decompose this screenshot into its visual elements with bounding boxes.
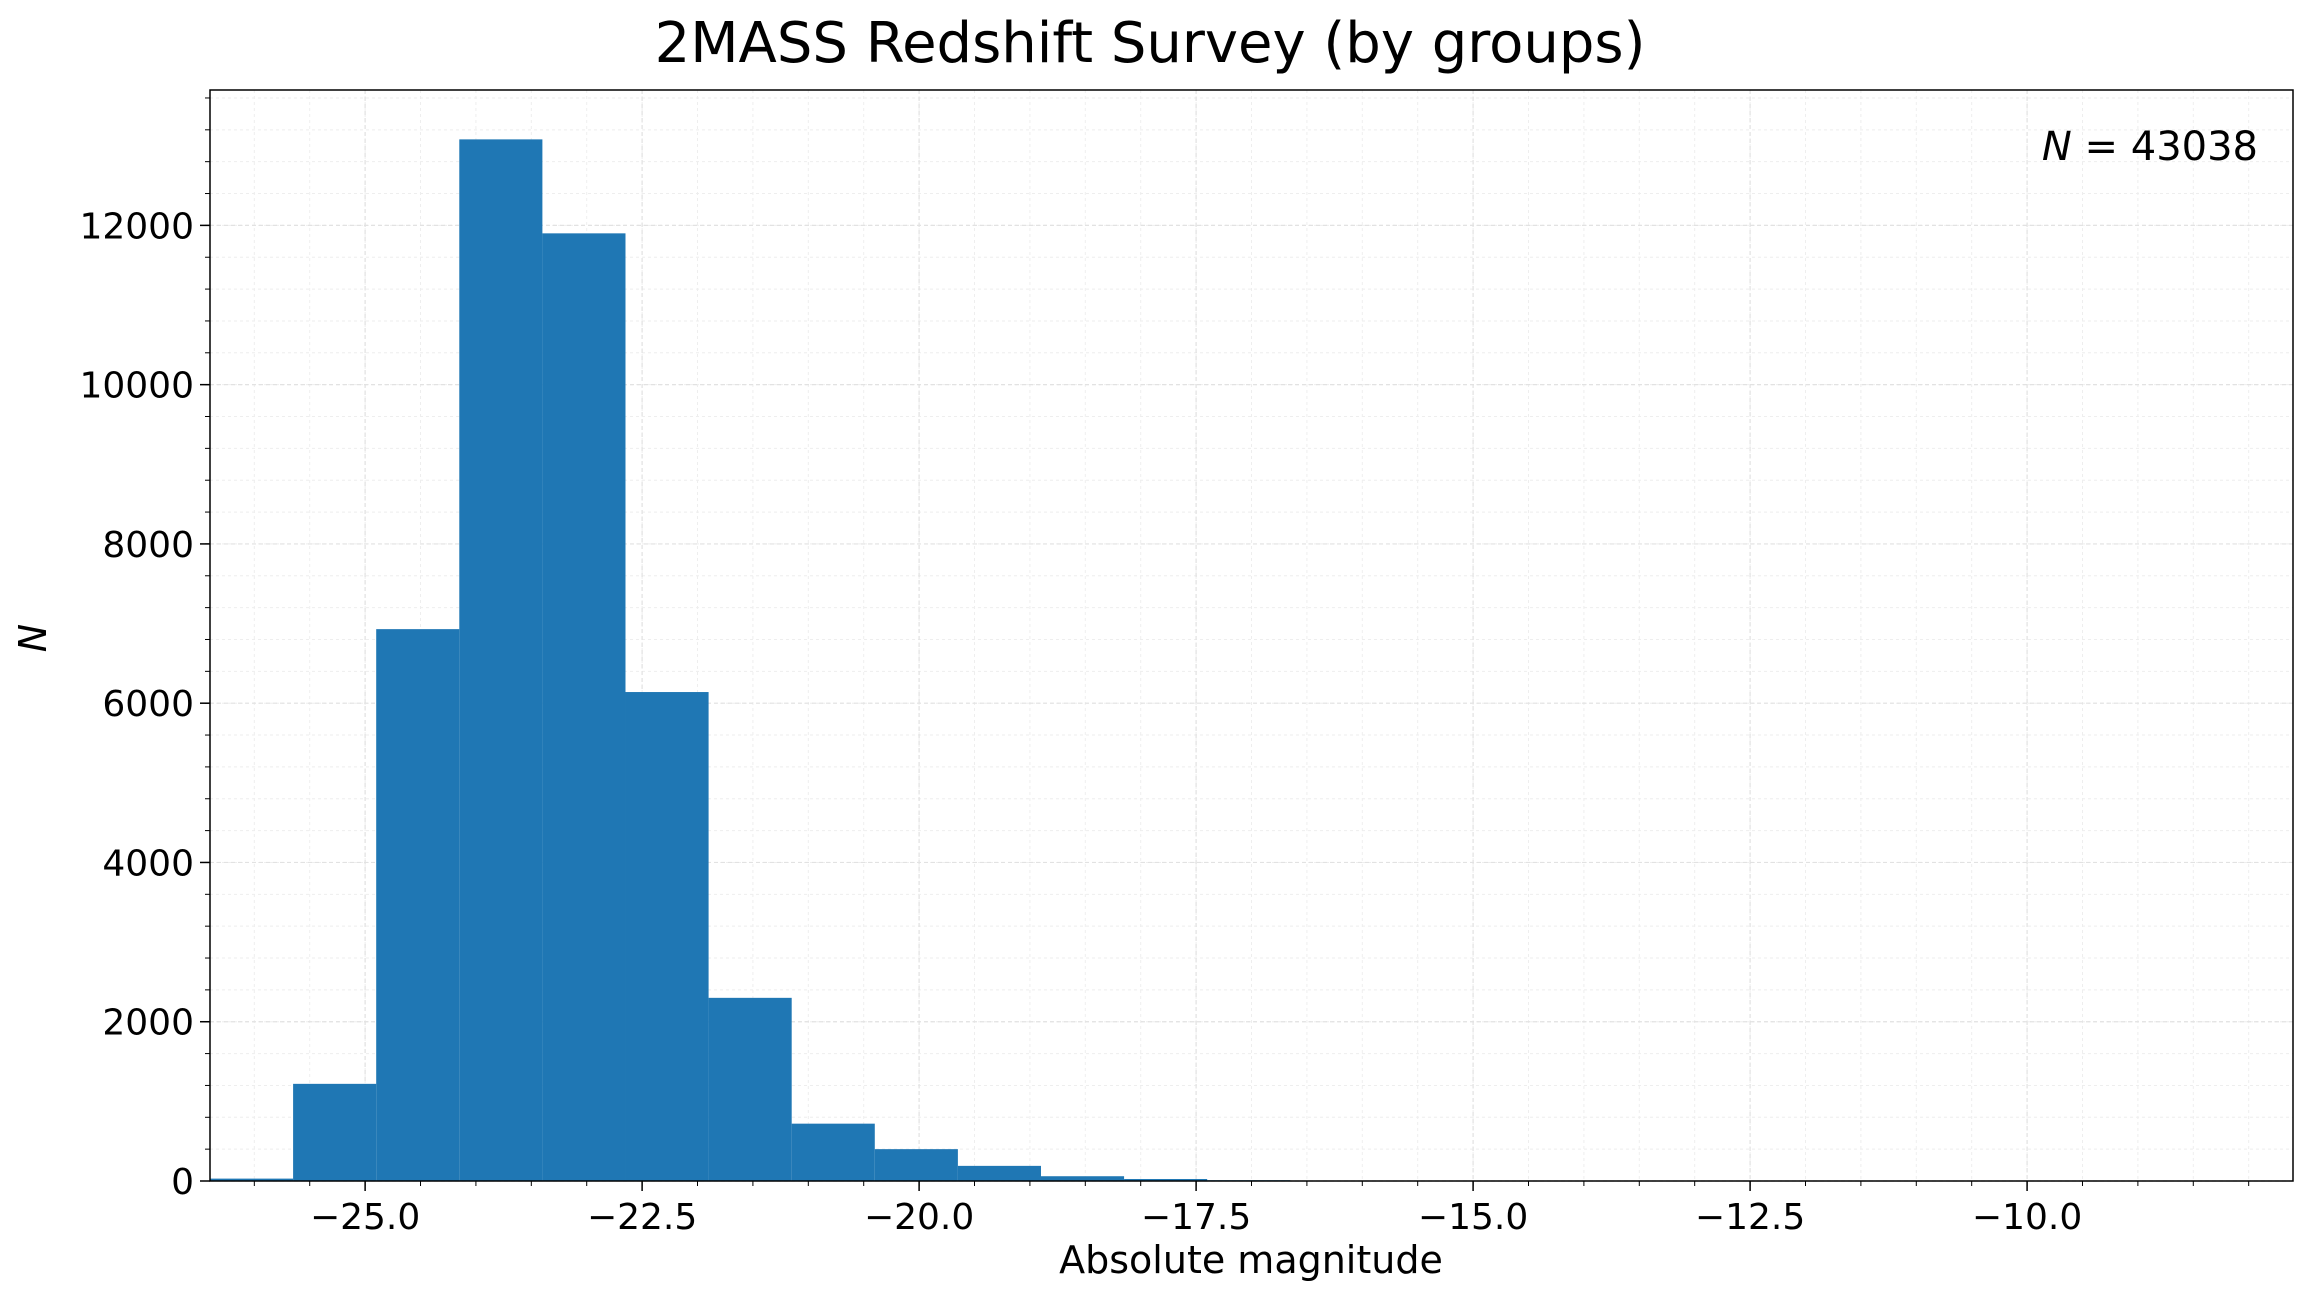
chart-title: 2MASS Redshift Survey (by groups) bbox=[655, 11, 1646, 76]
histogram-bar bbox=[459, 139, 543, 1181]
bars-layer bbox=[210, 139, 1623, 1181]
count-annotation-symbol: N bbox=[2042, 124, 2072, 170]
histogram-bar bbox=[1124, 1179, 1208, 1181]
x-axis-label: Absolute magnitude bbox=[1059, 1238, 1443, 1282]
x-tick-label: −15.0 bbox=[1418, 1197, 1528, 1238]
y-tick-label: 6000 bbox=[102, 684, 194, 725]
histogram-bar bbox=[708, 997, 792, 1181]
histogram-bar bbox=[542, 233, 626, 1181]
histogram-bar bbox=[874, 1149, 958, 1181]
x-tick-label: −17.5 bbox=[1141, 1197, 1251, 1238]
y-axis-label: N bbox=[11, 624, 55, 652]
axes-layer: −25.0 −22.5 −20.0 −17.5 −15.0 −12.5 −10.0 0 2000… bbox=[79, 89, 2294, 1238]
x-tick-label: −10.0 bbox=[1972, 1197, 2082, 1238]
histogram-bar bbox=[1040, 1176, 1125, 1181]
histogram-bar bbox=[625, 692, 709, 1181]
x-tick-label: −25.0 bbox=[310, 1197, 420, 1238]
x-tick-label: −22.5 bbox=[587, 1197, 697, 1238]
count-annotation: N = 43038 bbox=[2042, 124, 2258, 170]
count-annotation-equals: = bbox=[2072, 124, 2131, 170]
histogram-bar bbox=[210, 1178, 294, 1181]
histogram-bar bbox=[293, 1083, 377, 1181]
histogram-bar bbox=[376, 629, 460, 1181]
y-tick-label: 4000 bbox=[102, 843, 194, 884]
x-tick-label: −20.0 bbox=[864, 1197, 974, 1238]
y-tick-label: 2000 bbox=[102, 1003, 194, 1044]
y-tick-label: 8000 bbox=[102, 525, 194, 566]
histogram-bar bbox=[957, 1165, 1041, 1181]
labels-layer: 2MASS Redshift Survey (by groups) Absolu… bbox=[11, 11, 2258, 1282]
histogram-bar bbox=[791, 1123, 875, 1181]
y-tick-label: 12000 bbox=[79, 206, 194, 247]
x-tick-label: −12.5 bbox=[1695, 1197, 1805, 1238]
count-annotation-value: 43038 bbox=[2131, 124, 2258, 170]
y-tick-label: 10000 bbox=[79, 366, 194, 407]
y-tick-label: 0 bbox=[171, 1162, 194, 1203]
